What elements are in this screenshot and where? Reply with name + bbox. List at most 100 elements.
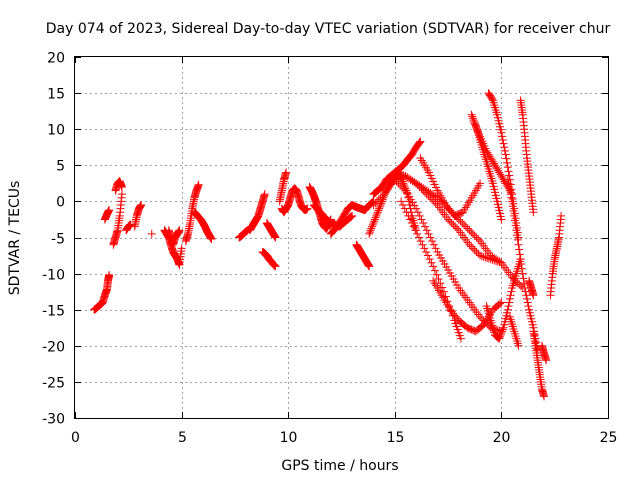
data-point	[479, 252, 488, 261]
y-tick-label: -10	[42, 268, 65, 284]
data-point	[417, 184, 426, 193]
data-point	[523, 298, 532, 307]
data-point	[509, 207, 518, 216]
series-late-c	[505, 312, 523, 350]
data-point	[518, 269, 527, 278]
data-point	[423, 251, 432, 260]
data-point	[484, 150, 493, 159]
data-point	[513, 231, 522, 240]
data-point	[500, 143, 509, 152]
data-point	[105, 206, 114, 215]
data-point	[407, 219, 416, 228]
data-point	[505, 298, 514, 307]
series-pm-g	[429, 276, 506, 336]
data-point	[416, 237, 425, 246]
data-point	[346, 213, 355, 222]
series-pm-h	[416, 154, 485, 220]
data-point	[365, 229, 374, 238]
series-noon-e	[352, 240, 374, 271]
data-point	[137, 201, 146, 210]
data-point	[468, 229, 477, 238]
series-early-b	[100, 206, 114, 224]
y-tick-label: 10	[47, 123, 65, 139]
data-point	[493, 164, 502, 173]
data-point	[488, 255, 497, 264]
data-point	[431, 199, 440, 208]
y-tick-label: -25	[42, 376, 65, 392]
data-point	[502, 154, 511, 163]
data-point	[447, 219, 456, 228]
data-point	[500, 146, 509, 155]
data-points	[90, 89, 566, 401]
data-point	[542, 356, 551, 365]
data-point	[414, 233, 423, 242]
series-early-a	[90, 271, 114, 314]
data-point	[397, 197, 406, 206]
data-point	[518, 264, 527, 273]
data-point	[429, 240, 438, 249]
data-point	[366, 226, 375, 235]
data-point	[484, 254, 493, 263]
data-point	[260, 190, 269, 199]
data-point	[481, 253, 490, 262]
data-point	[398, 201, 407, 210]
data-point	[374, 195, 383, 204]
series-early-f	[130, 201, 146, 231]
data-point	[422, 190, 431, 199]
data-point	[497, 329, 506, 338]
data-point	[421, 222, 430, 231]
data-point	[365, 228, 374, 237]
data-point	[421, 188, 430, 197]
data-point	[413, 208, 422, 217]
data-point	[504, 179, 513, 188]
series-morning-d	[262, 219, 280, 242]
data-point	[424, 191, 433, 200]
data-point	[498, 132, 507, 141]
data-point	[392, 169, 401, 178]
data-point	[347, 212, 356, 221]
series-late-a	[546, 211, 566, 300]
y-tick-label: 15	[47, 87, 65, 103]
data-point	[498, 327, 507, 336]
data-point	[370, 217, 379, 226]
data-point	[488, 95, 497, 104]
data-point	[472, 233, 481, 242]
data-point	[373, 197, 382, 206]
data-point	[467, 228, 476, 237]
series-morning-b	[245, 190, 269, 235]
data-point	[429, 197, 438, 206]
data-point	[497, 215, 506, 224]
data-point	[495, 168, 504, 177]
series-pm-e	[390, 168, 506, 267]
data-point	[476, 251, 485, 260]
data-point	[467, 110, 476, 119]
data-point	[493, 257, 502, 266]
data-point	[497, 258, 506, 267]
data-point	[524, 302, 533, 311]
chart-title: Day 074 of 2023, Sidereal Day-to-day VTE…	[46, 21, 611, 37]
data-point	[510, 211, 519, 220]
x-tick-label: 15	[387, 430, 405, 446]
series-pm-f	[397, 197, 465, 343]
data-point	[465, 226, 474, 235]
data-point	[495, 332, 504, 341]
data-point	[497, 128, 506, 137]
data-point	[407, 151, 416, 160]
data-point	[414, 139, 423, 148]
data-point	[513, 235, 522, 244]
data-point	[422, 247, 431, 256]
data-point	[439, 287, 448, 296]
data-point	[465, 240, 474, 249]
series-early-g	[147, 229, 156, 238]
data-point	[424, 229, 433, 238]
data-point	[495, 299, 504, 308]
data-point	[476, 312, 485, 321]
data-point	[411, 226, 420, 235]
data-point	[476, 179, 485, 188]
data-point	[511, 221, 520, 230]
data-point	[367, 224, 376, 233]
data-point	[400, 204, 409, 213]
data-point	[390, 168, 399, 177]
series-early-e	[122, 220, 135, 235]
